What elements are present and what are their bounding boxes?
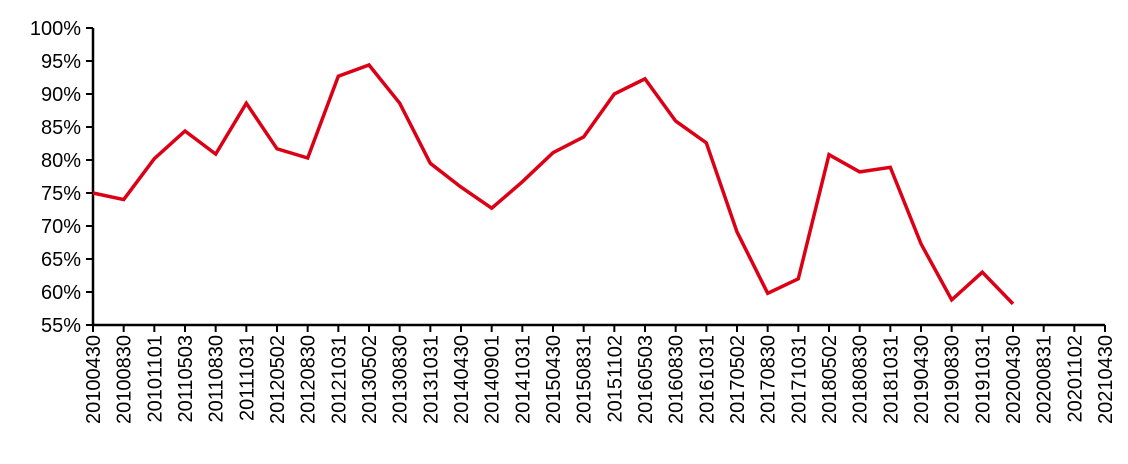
x-tick-label: 20121031 [328,335,350,424]
y-axis: 55% 60% 65% 70% 75% 80% 85% 90% 95% 100% [30,18,93,337]
x-tick-label: 20161031 [696,335,718,424]
x-tick-label: 20100830 [114,335,136,424]
y-tick-label: 100% [30,18,81,40]
x-tick-label: 20151102 [604,335,626,423]
y-tick-label: 80% [41,150,81,172]
x-tick-label: 20170502 [727,335,749,424]
y-tick-label: 55% [41,315,81,337]
x-tick-label: 20150831 [574,335,596,424]
x-tick-label: 20181031 [880,335,902,424]
x-tick-label: 20150430 [543,335,565,424]
x-tick-label: 20120830 [298,335,320,424]
x-tick-label: 20200430 [1003,335,1025,424]
series-line [93,65,1013,304]
x-tick-label: 20170830 [758,335,780,424]
y-tick-label: 60% [41,282,81,304]
y-tick-label: 75% [41,183,81,205]
plot-area [93,65,1013,304]
x-tick-label: 20111031 [236,335,258,421]
x-tick-label: 20190430 [911,335,933,424]
x-tick-label: 20160503 [635,335,657,424]
x-tick-label: 20180502 [819,335,841,424]
x-tick-label: 20131031 [420,335,442,424]
x-tick-label: 20210430 [1095,335,1117,424]
y-tick-label: 65% [41,249,81,271]
x-tick-label: 20100430 [83,335,105,424]
x-tick-label: 20130502 [359,335,381,424]
x-tick-label: 20200831 [1034,335,1056,424]
y-tick-label: 95% [41,51,81,73]
x-tick-label: 20191031 [972,335,994,424]
y-tick-label: 85% [41,117,81,139]
x-tick-label: 20140901 [482,335,504,424]
x-tick-label: 20140430 [451,335,473,424]
x-tick-label: 20141031 [512,335,534,424]
x-tick-label: 20130830 [390,335,412,424]
y-tick-label: 90% [41,84,81,106]
x-tick-label: 20110503 [175,335,197,423]
x-tick-label: 20180830 [850,335,872,424]
x-axis: 20100430 20100830 20101101 20110503 20110830… [83,325,1117,424]
x-tick-label: 20201102 [1064,335,1086,423]
x-tick-label: 20171031 [788,335,810,424]
x-tick-label: 20160830 [666,335,688,424]
x-tick-label: 20101101 [144,335,166,423]
x-tick-label: 20190830 [942,335,964,424]
x-tick-label: 20110830 [206,335,228,423]
x-tick-label: 20120502 [267,335,289,424]
y-tick-label: 70% [41,216,81,238]
